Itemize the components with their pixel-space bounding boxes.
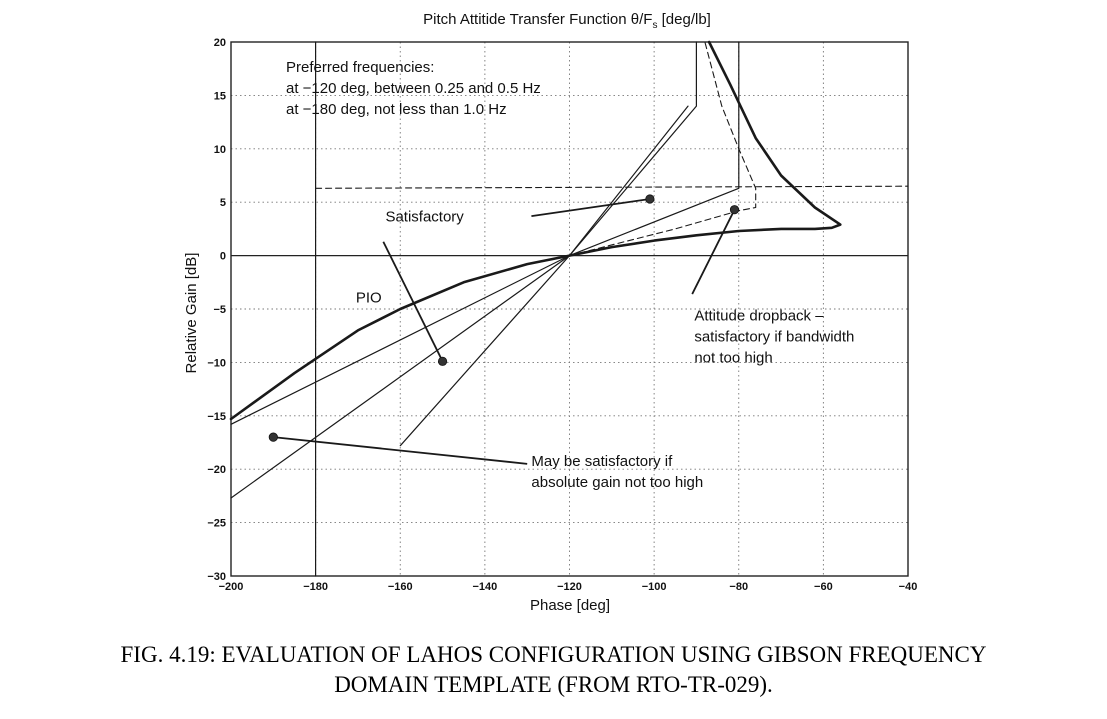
figure-caption: FIG. 4.19: EVALUATION OF LAHOS CONFIGURA…: [0, 640, 1107, 700]
annotation-leaders: [273, 198, 736, 465]
x-tick-label: −80: [729, 581, 748, 593]
x-tick-labels: −200 −180 −160 −140 −120 −100 −80 −60 −40: [219, 581, 918, 593]
x-tick-label: −160: [388, 581, 413, 593]
caption-line-1: FIG. 4.19: EVALUATION OF LAHOS CONFIGURA…: [120, 642, 987, 667]
y-tick-label: 5: [220, 197, 226, 209]
annotation-line: satisfactory if bandwidth: [694, 329, 854, 346]
leader-line: [691, 209, 736, 295]
annotation-line: Satisfactory: [385, 208, 464, 225]
title-subscript: s: [652, 20, 657, 31]
y-tick-labels: −30 −25 −20 −15 −10 −5 0 5 10 15 20: [207, 37, 226, 583]
chart-figure: −200 −180 −160 −140 −120 −100 −80 −60 −40 −30−25…: [183, 11, 918, 614]
annotations: Preferred frequencies: at −120 deg, betwe…: [286, 59, 854, 491]
x-tick-label: −180: [303, 581, 328, 593]
annotation-line: Attitude dropback –: [694, 308, 824, 325]
y-tick-label: −5: [213, 304, 226, 316]
series-group: [229, 40, 909, 577]
y-tick-label: −20: [207, 464, 226, 476]
annotation-maybe: May be satisfactory if absolute gain not …: [531, 453, 703, 491]
series-line-4: [399, 105, 689, 447]
y-tick-label: 0: [220, 251, 226, 263]
caption-line-2: DOMAIN TEMPLATE (FROM RTO-TR-029).: [334, 672, 773, 697]
annotation-line: at −180 deg, not less than 1.0 Hz: [286, 101, 507, 118]
y-tick-label: −15: [207, 411, 226, 423]
y-tick-label: −30: [207, 571, 226, 583]
annotation-satisfactory: Satisfactory: [385, 208, 464, 225]
title-main: Pitch Attitide Transfer Function θ/F: [423, 11, 652, 28]
leader-line: [273, 436, 528, 465]
annotation-line: May be satisfactory if: [531, 453, 673, 470]
series-line-1: [229, 40, 842, 421]
x-tick-label: −60: [814, 581, 833, 593]
chart-title: Pitch Attitide Transfer Function θ/Fs [d…: [423, 11, 711, 31]
annotation-line: absolute gain not too high: [531, 474, 703, 491]
annotation-dropback: Attitude dropback – satisfactory if bandw…: [694, 308, 854, 367]
annotation-line: not too high: [694, 350, 772, 367]
series-line-2: [230, 41, 740, 425]
annotation-line: at −120 deg, between 0.25 and 0.5 Hz: [286, 80, 541, 97]
series-line-3: [230, 41, 697, 499]
y-tick-label: 20: [214, 37, 226, 49]
leader-line: [531, 198, 651, 217]
annotation-pio: PIO: [356, 290, 382, 307]
data-marker: [729, 205, 740, 215]
y-tick-label: 15: [214, 90, 226, 102]
data-markers: [268, 194, 740, 442]
x-tick-label: −140: [472, 581, 497, 593]
plot-frame: [230, 41, 909, 577]
annotation-line: PIO: [356, 290, 382, 307]
y-tick-label: 10: [214, 144, 226, 156]
y-tick-label: −10: [207, 357, 226, 369]
x-tick-label: −40: [899, 581, 918, 593]
title-units: [deg/lb]: [657, 11, 710, 28]
x-tick-label: −120: [557, 581, 582, 593]
data-marker: [437, 356, 448, 366]
series-line-7: [315, 185, 909, 189]
annotation-preferred: Preferred frequencies: at −120 deg, betwe…: [286, 59, 541, 118]
y-axis-label: Relative Gain [dB]: [183, 253, 200, 374]
data-marker: [645, 194, 655, 204]
x-tick-label: −100: [642, 581, 667, 593]
x-tick-label: −200: [219, 581, 244, 593]
leader-line: [382, 241, 444, 362]
data-marker: [268, 432, 278, 442]
x-axis-label: Phase [deg]: [530, 597, 610, 614]
annotation-line: Preferred frequencies:: [286, 59, 434, 76]
series-line-6: [568, 41, 757, 257]
y-tick-label: −25: [207, 518, 226, 530]
